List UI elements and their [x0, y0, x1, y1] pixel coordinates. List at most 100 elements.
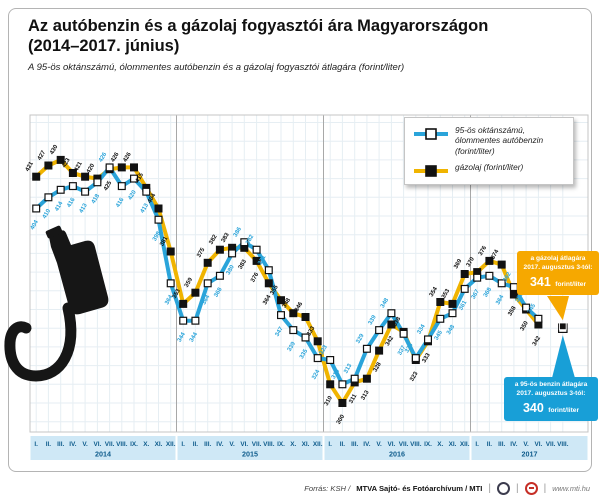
- svg-text:323: 323: [409, 370, 420, 382]
- source-label: Forrás: KSH /: [304, 483, 351, 493]
- svg-text:339: 339: [287, 341, 298, 353]
- svg-text:421: 421: [74, 160, 85, 172]
- svg-text:313: 313: [360, 389, 371, 401]
- separator: |: [488, 482, 491, 494]
- svg-text:V.: V.: [82, 441, 88, 448]
- svg-text:354: 354: [429, 286, 440, 298]
- benzin-markers: [32, 163, 543, 389]
- svg-text:VII.: VII.: [105, 441, 115, 448]
- callout-benzin-value: 340: [522, 400, 544, 415]
- svg-text:348: 348: [380, 297, 391, 309]
- svg-text:V.: V.: [523, 441, 529, 448]
- svg-text:375: 375: [196, 247, 207, 259]
- svg-text:XI.: XI.: [449, 441, 457, 448]
- svg-text:348: 348: [446, 324, 457, 336]
- svg-text:I.: I.: [181, 441, 185, 448]
- svg-text:324: 324: [311, 369, 322, 381]
- svg-text:348: 348: [282, 297, 293, 309]
- svg-text:383: 383: [238, 258, 249, 270]
- benzin-line-marker-icon: [414, 128, 448, 140]
- svg-text:VIII.: VIII.: [410, 441, 422, 448]
- svg-text:344: 344: [177, 331, 188, 343]
- svg-text:300: 300: [336, 413, 347, 425]
- svg-text:374: 374: [490, 248, 501, 260]
- svg-text:425: 425: [103, 180, 114, 192]
- svg-text:415: 415: [135, 172, 146, 184]
- svg-text:413: 413: [140, 202, 151, 214]
- callout-gazolaj-value: 341: [529, 274, 551, 289]
- svg-text:XI.: XI.: [155, 441, 163, 448]
- august-data-point: [557, 322, 568, 333]
- gazolaj-series-line: [34, 157, 540, 405]
- svg-text:364: 364: [164, 294, 175, 306]
- svg-text:346: 346: [294, 301, 305, 313]
- title-line2: (2014–2017. június): [28, 37, 180, 56]
- separator: |: [543, 482, 547, 494]
- svg-text:333: 333: [306, 325, 317, 337]
- svg-text:421: 421: [25, 160, 36, 172]
- legend-item-benzin: 95-ös oktánszámú, ólommentes autóbenzin …: [413, 125, 565, 156]
- svg-text:2014: 2014: [95, 450, 111, 459]
- svg-text:311: 311: [348, 393, 358, 405]
- svg-text:VIII.: VIII.: [263, 441, 275, 448]
- svg-text:V.: V.: [229, 441, 235, 448]
- callout-benzin-unit: forint/liter: [548, 406, 580, 414]
- source-bar: Forrás: KSH / MTVA Sajtó- és Fotóarchívu…: [304, 477, 590, 499]
- svg-text:III.: III.: [204, 441, 211, 448]
- svg-text:338: 338: [392, 316, 403, 328]
- svg-text:376: 376: [250, 271, 261, 283]
- svg-text:398: 398: [152, 230, 163, 242]
- svg-text:324: 324: [404, 342, 415, 354]
- svg-text:IX.: IX.: [130, 441, 138, 448]
- svg-text:X.: X.: [143, 441, 149, 448]
- svg-text:370: 370: [466, 256, 477, 268]
- page-subtitle: A 95-ös oktánszámú, ólommentes autóbenzi…: [28, 62, 405, 73]
- svg-text:358: 358: [507, 305, 518, 317]
- svg-text:III.: III.: [498, 441, 505, 448]
- svg-text:2017: 2017: [522, 450, 538, 459]
- svg-text:355: 355: [270, 284, 281, 296]
- svg-text:VI.: VI.: [240, 441, 248, 448]
- svg-text:X.: X.: [290, 441, 296, 448]
- svg-text:I.: I.: [34, 441, 38, 448]
- svg-text:III.: III.: [57, 441, 64, 448]
- benzin-august-callout: a 95-ös benzin átlagára 2017. augusztus …: [504, 377, 598, 421]
- svg-text:371: 371: [257, 254, 268, 266]
- svg-text:III.: III.: [351, 441, 358, 448]
- svg-text:382: 382: [245, 233, 256, 245]
- svg-text:II.: II.: [193, 441, 199, 448]
- svg-text:339: 339: [368, 314, 379, 326]
- svg-text:382: 382: [208, 233, 219, 245]
- value-labels: 4044214104274144304164234134214184204264…: [25, 144, 543, 426]
- svg-text:353: 353: [172, 288, 183, 300]
- svg-text:345: 345: [527, 303, 538, 315]
- svg-text:418: 418: [91, 193, 102, 205]
- title-line1: Az autóbenzin és a gázolaj fogyasztói ár…: [28, 17, 489, 35]
- svg-text:IV.: IV.: [69, 441, 76, 448]
- source-credit: MTVA Sajtó- és Fotóarchívum / MTI: [356, 483, 483, 493]
- outer-frame: [8, 8, 592, 472]
- svg-text:IV.: IV.: [510, 441, 517, 448]
- fuel-nozzle-graphic: [4, 225, 109, 382]
- svg-text:IV.: IV.: [363, 441, 370, 448]
- svg-text:VI.: VI.: [387, 441, 395, 448]
- website-label: www.mti.hu: [552, 483, 590, 493]
- svg-text:426: 426: [98, 151, 109, 163]
- svg-text:376: 376: [478, 245, 489, 257]
- svg-text:427: 427: [37, 149, 48, 161]
- svg-text:VII.: VII.: [252, 441, 262, 448]
- svg-text:368: 368: [483, 286, 494, 298]
- svg-text:VI.: VI.: [534, 441, 542, 448]
- svg-text:350: 350: [520, 320, 531, 332]
- svg-text:310: 310: [331, 368, 342, 380]
- page-title: Az autóbenzin és a gázolaj fogyasztói ár…: [28, 16, 568, 56]
- svg-text:323: 323: [319, 344, 330, 356]
- svg-text:345: 345: [434, 329, 445, 341]
- svg-text:426: 426: [123, 151, 134, 163]
- svg-text:VIII.: VIII.: [557, 441, 569, 448]
- svg-text:364: 364: [262, 294, 273, 306]
- callout-benzin-line1: a 95-ös benzin átlagára: [514, 381, 588, 388]
- svg-text:VII.: VII.: [399, 441, 409, 448]
